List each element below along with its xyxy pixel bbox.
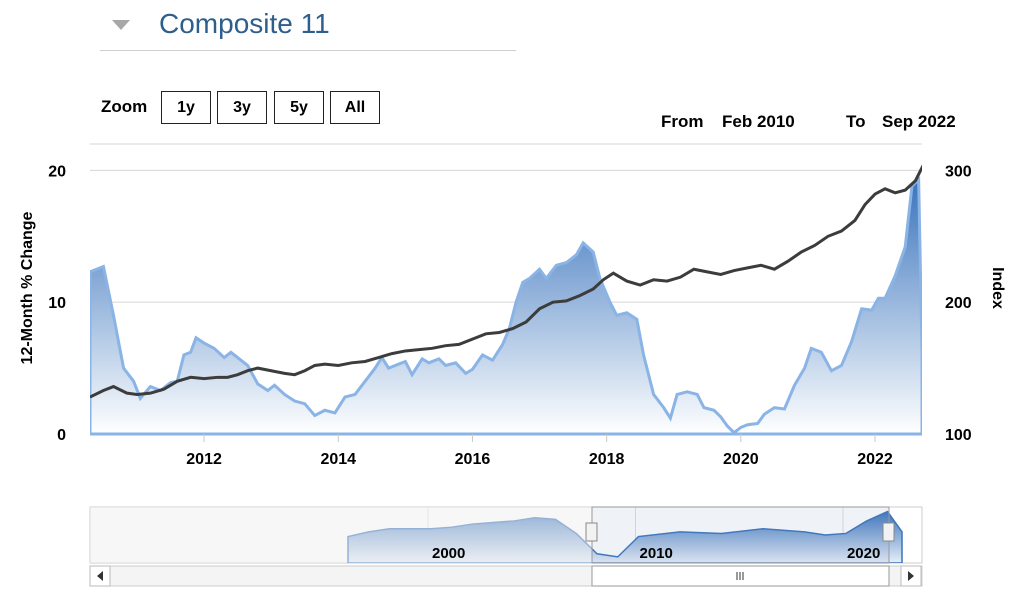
left-axis-title: 12-Month % Change	[19, 211, 36, 364]
navigator-tick-label: 2010	[639, 545, 672, 562]
panel-header: Composite 11	[100, 0, 516, 51]
navigator-handle-right[interactable]	[882, 522, 895, 542]
zoom-label: Zoom	[101, 97, 148, 116]
range-to-value[interactable]: Sep 2022	[882, 112, 956, 131]
x-axis-ticks: 2012 2014 2016 2018 2020 2022	[186, 434, 893, 468]
x-tick-label: 2018	[589, 451, 625, 468]
zoom-1y-button[interactable]: 1y	[161, 91, 211, 124]
left-tick-label: 10	[48, 295, 66, 312]
zoom-all-button[interactable]: All	[330, 91, 380, 124]
range-from-label: From	[661, 112, 704, 131]
range-to-label: To	[846, 112, 866, 131]
zoom-3y-button[interactable]: 3y	[217, 91, 267, 124]
right-axis-title: Index	[989, 267, 1006, 309]
navigator-mask-left	[90, 507, 592, 563]
navigator-tick-label: 2000	[432, 545, 465, 562]
right-axis-ticks: 100 200 300	[945, 163, 972, 444]
navigator-handle-left[interactable]	[585, 522, 598, 542]
range-from-value[interactable]: Feb 2010	[722, 112, 795, 131]
right-tick-label: 300	[945, 163, 972, 180]
right-tick-label: 100	[945, 427, 972, 444]
scrollbar[interactable]	[89, 565, 923, 587]
navigator[interactable]: 2000 2010 2020	[89, 506, 923, 564]
collapse-triangle-icon[interactable]	[112, 20, 130, 30]
x-tick-label: 2020	[723, 451, 759, 468]
navigator-tick-label: 2020	[847, 545, 880, 562]
left-tick-label: 20	[48, 163, 66, 180]
navigator-selection[interactable]	[591, 506, 890, 564]
left-tick-label: 0	[57, 427, 66, 444]
x-tick-label: 2016	[455, 451, 491, 468]
zoom-5y-button[interactable]: 5y	[274, 91, 324, 124]
x-tick-label: 2012	[186, 451, 222, 468]
arrow-right-icon	[908, 571, 914, 581]
left-axis-ticks: 0 10 20	[48, 163, 66, 444]
arrow-left-icon	[97, 571, 103, 581]
pct-change-area	[90, 176, 922, 436]
right-tick-label: 200	[945, 295, 972, 312]
x-tick-label: 2022	[857, 451, 893, 468]
index-line	[90, 164, 922, 399]
navigator-ticks: 2000 2010 2020	[432, 545, 880, 562]
grip-icon	[736, 572, 744, 580]
page-title: Composite 11	[159, 8, 330, 39]
x-tick-label: 2014	[320, 451, 356, 468]
